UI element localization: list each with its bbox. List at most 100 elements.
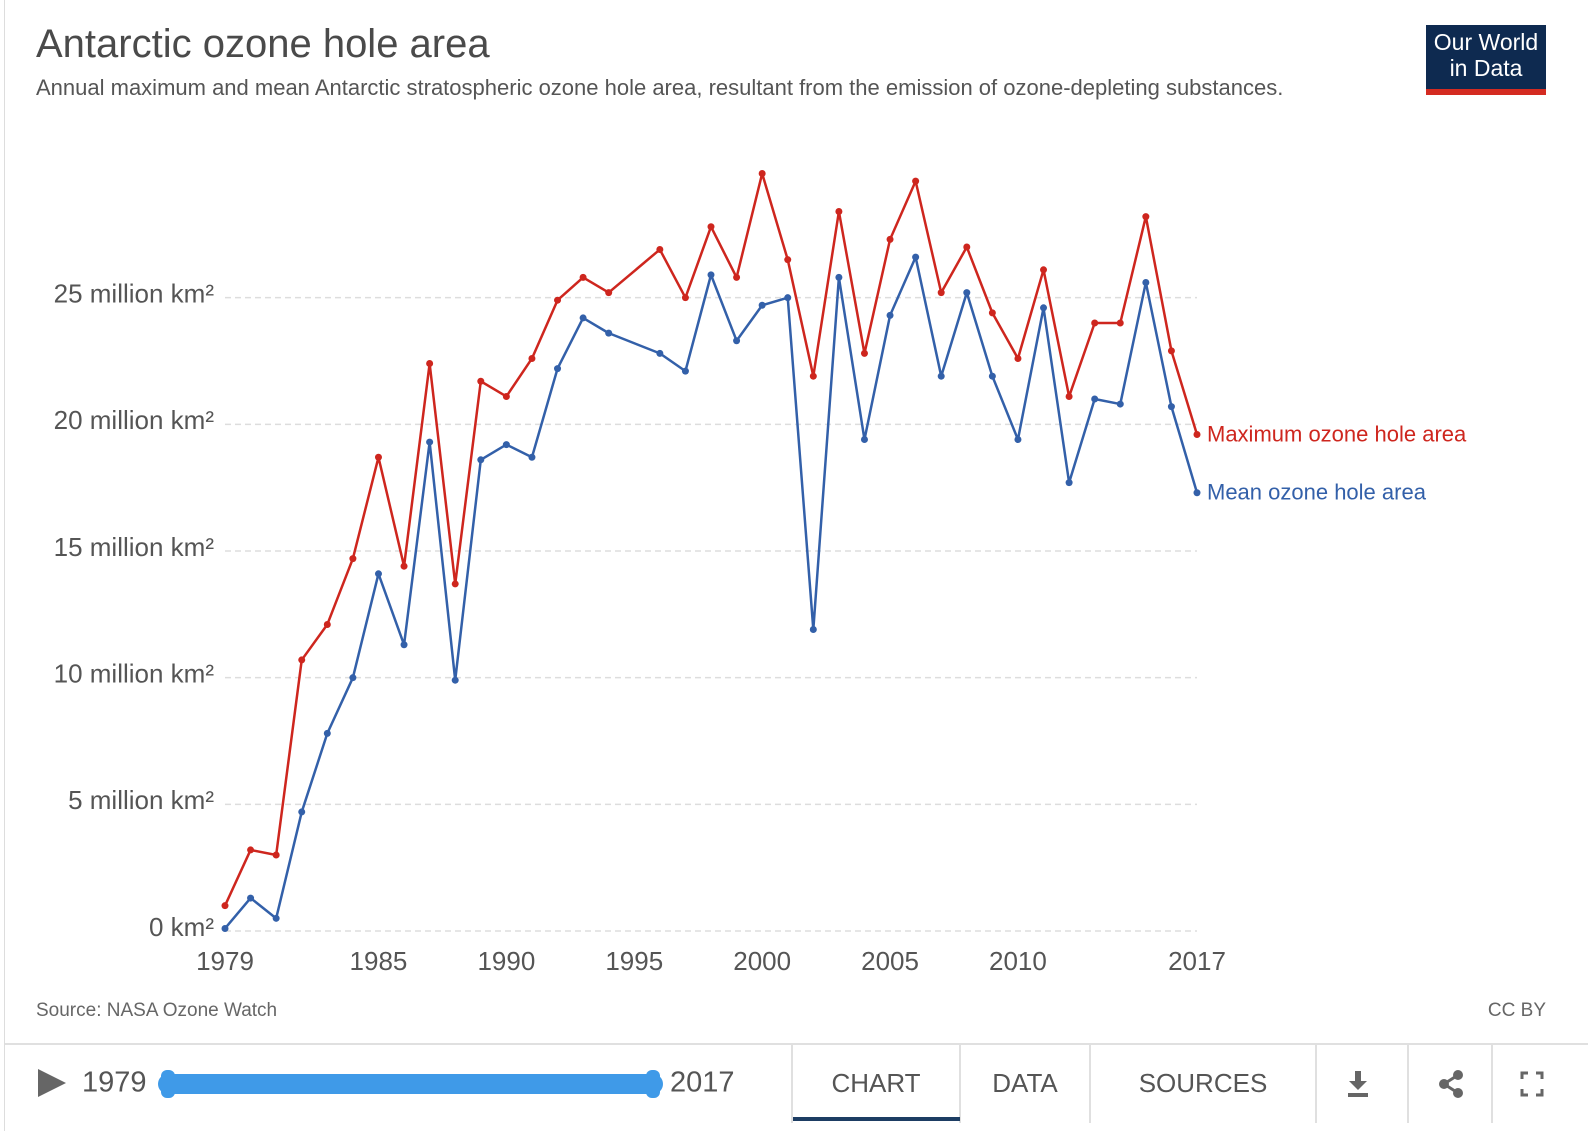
data-point	[835, 273, 843, 281]
data-point	[477, 456, 485, 464]
data-point	[937, 289, 945, 297]
data-point	[656, 246, 664, 254]
data-point	[912, 253, 920, 261]
chart-subtitle: Annual maximum and mean Antarctic strato…	[36, 75, 1284, 100]
data-point	[1065, 392, 1073, 400]
data-point	[963, 289, 971, 297]
y-tick-label: 5 million km²	[68, 785, 214, 815]
data-point	[374, 453, 382, 461]
data-point	[528, 453, 536, 461]
data-point	[247, 894, 255, 902]
tab-separators	[791, 1045, 1493, 1123]
data-point	[937, 372, 945, 380]
data-point	[374, 570, 382, 578]
data-point	[221, 902, 229, 910]
data-point	[1014, 436, 1022, 444]
data-point	[349, 555, 357, 563]
data-point	[1167, 403, 1175, 411]
data-point	[758, 301, 766, 309]
data-point	[426, 438, 434, 446]
x-tick-label: 1995	[605, 946, 663, 976]
x-tick-label: 2005	[861, 946, 919, 976]
data-point	[809, 372, 817, 380]
data-point	[758, 170, 766, 178]
data-point	[451, 676, 459, 684]
fullscreen-button[interactable]	[1520, 1071, 1544, 1097]
y-tick-label: 0 km²	[149, 912, 214, 942]
share-button[interactable]	[1439, 1070, 1463, 1098]
data-point	[860, 349, 868, 357]
data-point	[323, 620, 331, 628]
data-point	[605, 329, 613, 337]
data-point	[1116, 319, 1124, 327]
chart-title: Antarctic ozone hole area	[36, 22, 490, 66]
data-point	[349, 674, 357, 682]
data-point	[247, 846, 255, 854]
data-point	[528, 354, 536, 362]
x-tick-label: 2000	[733, 946, 791, 976]
data-point	[298, 808, 306, 816]
data-point	[835, 208, 843, 216]
data-point	[451, 580, 459, 588]
chart: 0 km² 5 million km² 10 million km² 15 milli…	[54, 170, 1467, 976]
logo-line: in Data	[1449, 55, 1523, 81]
data-point	[860, 436, 868, 444]
data-point	[912, 177, 920, 185]
data-point	[1193, 489, 1201, 497]
logo-line: Our World	[1433, 29, 1539, 55]
download-button[interactable]	[1348, 1071, 1368, 1097]
data-point	[323, 729, 331, 737]
timeline-start: 1979	[82, 1067, 147, 1099]
frame-border	[4, 0, 5, 1131]
x-tick-label: 1985	[350, 946, 408, 976]
data-point	[784, 294, 792, 302]
series-line	[224, 255, 1199, 930]
y-tick-label: 15 million km²	[54, 532, 215, 562]
data-point	[1091, 319, 1099, 327]
data-point	[1065, 479, 1073, 487]
logo[interactable]: Our World in Data	[1426, 25, 1546, 95]
data-point	[733, 337, 741, 345]
x-tick-label: 1990	[477, 946, 535, 976]
data-point	[272, 914, 280, 922]
data-point	[1142, 278, 1150, 286]
play-button[interactable]	[38, 1069, 66, 1097]
timeline-handle[interactable]	[646, 1070, 660, 1098]
data-point	[298, 656, 306, 664]
data-point	[809, 626, 817, 634]
legend-label: Mean ozone hole area	[1207, 480, 1427, 505]
data-point	[554, 365, 562, 373]
data-point	[707, 271, 715, 279]
timeline-end: 2017	[670, 1067, 735, 1099]
tab-sources[interactable]: SOURCES	[1139, 1068, 1268, 1098]
data-point	[1167, 347, 1175, 355]
source[interactable]: Source: NASA Ozone Watch	[36, 1000, 278, 1021]
data-point	[988, 372, 996, 380]
data-point	[579, 314, 587, 322]
data-point	[681, 294, 689, 302]
data-point	[605, 289, 613, 297]
data-point	[988, 309, 996, 317]
timeline-handle[interactable]	[161, 1070, 175, 1098]
y-tick-label: 10 million km²	[54, 659, 215, 689]
data-point	[272, 851, 280, 859]
data-point	[400, 641, 408, 649]
tab-chart[interactable]: CHART	[831, 1068, 920, 1098]
controls-bar: 1979 2017 CHART DATA SOURCES	[5, 1043, 1588, 1125]
data-point	[707, 223, 715, 231]
data-point	[502, 441, 510, 449]
active-tab-indicator	[793, 1117, 960, 1121]
data-point	[1193, 430, 1201, 438]
license[interactable]: CC BY	[1487, 1000, 1546, 1021]
data-point	[963, 243, 971, 251]
data-point	[477, 377, 485, 385]
controls: 1979 2017 CHART DATA SOURCES	[38, 1045, 1544, 1123]
data-point	[1040, 266, 1048, 274]
y-tick-label: 20 million km²	[54, 405, 215, 435]
data-point	[554, 296, 562, 304]
data-point	[681, 367, 689, 375]
data-point	[656, 349, 664, 357]
data-point	[886, 235, 894, 243]
tab-data[interactable]: DATA	[992, 1068, 1058, 1098]
